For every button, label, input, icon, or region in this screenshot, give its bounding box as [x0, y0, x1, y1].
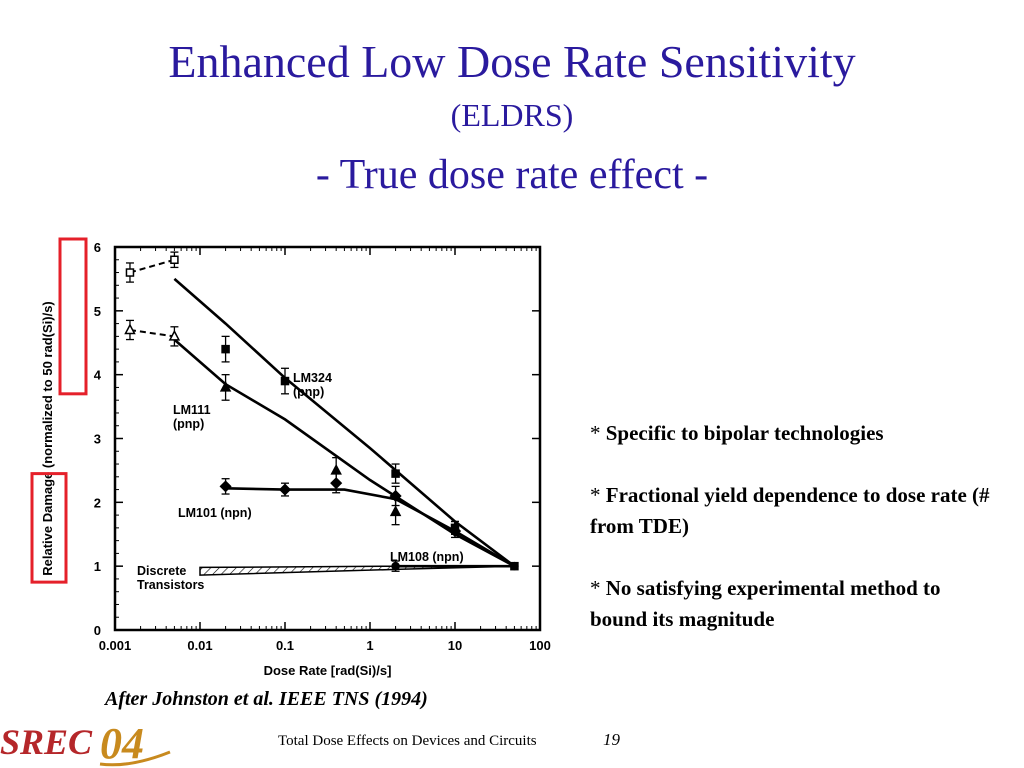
data-point	[125, 268, 135, 277]
data-point	[219, 480, 232, 493]
series-label: LM111	[173, 403, 211, 417]
y-tick-label: 0	[94, 623, 101, 638]
footer-text: Total Dose Effects on Devices and Circui…	[278, 733, 537, 749]
chart: 0.001 0.01 0.1 1 10 100 0 1 2 3 4 5 6 Dose Rate [rad(…	[30, 222, 570, 692]
data-point	[124, 323, 136, 335]
y-tick-label: 5	[94, 304, 101, 319]
bullet-item: * No satisfying experimental method to b…	[590, 573, 990, 635]
series-dashed-segment	[129, 258, 175, 274]
highlight-box-ticks	[58, 237, 88, 396]
y-tick-label: 4	[94, 368, 102, 383]
series-label: LM101 (npn)	[178, 506, 252, 520]
page-number: 19	[603, 730, 620, 749]
x-axis-title: Dose Rate [rad(Si)/s]	[264, 663, 392, 678]
series-label: LM324	[293, 371, 332, 385]
bullet-text: No satisfying experimental method to bou…	[590, 576, 941, 631]
series-label: LM108 (npn)	[390, 550, 464, 564]
y-tick-label: 3	[94, 432, 101, 447]
data-point	[278, 483, 292, 496]
x-tick-label: 100	[529, 638, 551, 653]
x-tick-label: 10	[448, 638, 462, 653]
series-label: Discrete	[137, 564, 186, 578]
bullet-item: * Specific to bipolar technologies	[590, 418, 990, 449]
data-point	[389, 489, 402, 503]
bullet-text: Fractional yield dependence to dose rate…	[590, 483, 990, 538]
series-dashed-segment	[129, 329, 175, 338]
bullet-marker: *	[590, 421, 601, 445]
data-point	[280, 376, 290, 386]
data-point	[448, 524, 462, 538]
srec-logo: SREC 04	[0, 719, 171, 768]
y-tick-label: 6	[94, 240, 101, 255]
slide-tagline: - True dose rate effect -	[315, 152, 709, 198]
data-point	[389, 505, 402, 517]
data-point	[221, 344, 230, 354]
y-tick-label: 1	[94, 559, 101, 574]
data-point	[219, 380, 232, 392]
data-point	[170, 255, 179, 265]
y-axis-title: Relative Damage (normalized to 50 rad(Si…	[40, 301, 55, 576]
series-label: (pnp)	[173, 417, 204, 431]
series-line	[173, 277, 516, 568]
series-label: (pnp)	[293, 385, 324, 399]
slide-title: Enhanced Low Dose Rate Sensitivity	[168, 36, 856, 87]
discrete-transistor-band	[199, 565, 515, 576]
data-point	[168, 329, 181, 341]
data-point	[330, 477, 343, 490]
x-tick-label: 1	[366, 638, 373, 653]
data-point	[391, 469, 400, 478]
bullet-text: Specific to bipolar technologies	[605, 421, 884, 445]
svg-text:SREC: SREC	[0, 722, 93, 762]
x-tick-label: 0.01	[187, 638, 212, 653]
data-point	[510, 561, 519, 571]
x-tick-label: 0.001	[99, 638, 132, 653]
data-point	[330, 463, 342, 475]
y-tick-label: 2	[94, 495, 101, 510]
series-label: Transistors	[137, 578, 204, 592]
citation: After Johnston et al. IEEE TNS (1994)	[105, 688, 428, 710]
bullet-item: * Fractional yield dependence to dose ra…	[590, 480, 990, 542]
bullet-list: * Specific to bipolar technologies * Fra…	[590, 418, 990, 666]
highlight-box-label	[30, 472, 68, 584]
chart-svg: 0.001 0.01 0.1 1 10 100 0 1 2 3 4 5 6 Dose Rate [rad(…	[30, 237, 551, 678]
data-point	[391, 561, 400, 571]
x-tick-label: 0.1	[276, 638, 294, 653]
series-line	[225, 487, 516, 568]
bullet-marker: *	[590, 483, 601, 507]
slide-subtitle: (ELDRS)	[450, 97, 574, 133]
svg-text:04: 04	[100, 719, 144, 768]
bullet-marker: *	[590, 576, 601, 600]
series-line	[173, 338, 516, 568]
